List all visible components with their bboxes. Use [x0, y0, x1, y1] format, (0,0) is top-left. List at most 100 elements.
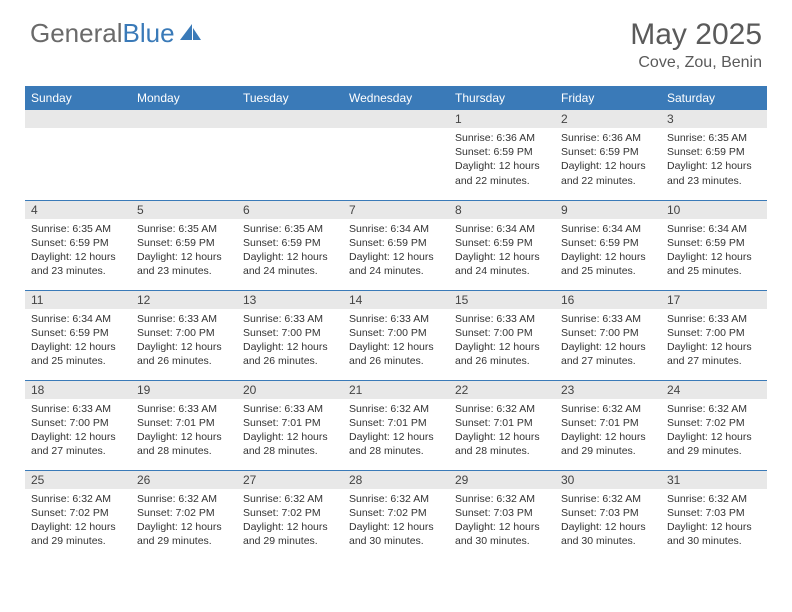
daylight-line: Daylight: 12 hours and 30 minutes.: [667, 520, 761, 548]
sunset-line: Sunset: 7:02 PM: [137, 506, 231, 520]
weekday-header: Sunday: [25, 86, 131, 110]
sunset-line: Sunset: 6:59 PM: [667, 145, 761, 159]
day-number-bar: 1: [449, 110, 555, 128]
calendar-day-cell: 26Sunrise: 6:32 AMSunset: 7:02 PMDayligh…: [131, 470, 237, 560]
daylight-line: Daylight: 12 hours and 27 minutes.: [561, 340, 655, 368]
sunrise-line: Sunrise: 6:33 AM: [243, 402, 337, 416]
day-number-bar: 9: [555, 201, 661, 219]
daylight-line: Daylight: 12 hours and 30 minutes.: [561, 520, 655, 548]
sunrise-line: Sunrise: 6:33 AM: [349, 312, 443, 326]
daylight-line: Daylight: 12 hours and 28 minutes.: [137, 430, 231, 458]
day-details: Sunrise: 6:32 AMSunset: 7:02 PMDaylight:…: [25, 489, 131, 553]
sunset-line: Sunset: 6:59 PM: [137, 236, 231, 250]
day-number-bar: 15: [449, 291, 555, 309]
calendar-day-cell: 20Sunrise: 6:33 AMSunset: 7:01 PMDayligh…: [237, 380, 343, 470]
calendar-day-cell: 3Sunrise: 6:35 AMSunset: 6:59 PMDaylight…: [661, 110, 767, 200]
calendar-table: SundayMondayTuesdayWednesdayThursdayFrid…: [25, 86, 767, 560]
day-number-bar: 3: [661, 110, 767, 128]
calendar-day-cell: 21Sunrise: 6:32 AMSunset: 7:01 PMDayligh…: [343, 380, 449, 470]
day-details: Sunrise: 6:33 AMSunset: 7:00 PMDaylight:…: [237, 309, 343, 373]
calendar-day-cell: 17Sunrise: 6:33 AMSunset: 7:00 PMDayligh…: [661, 290, 767, 380]
daylight-line: Daylight: 12 hours and 27 minutes.: [667, 340, 761, 368]
day-number-bar: 17: [661, 291, 767, 309]
day-details: Sunrise: 6:33 AMSunset: 7:01 PMDaylight:…: [131, 399, 237, 463]
day-details: Sunrise: 6:35 AMSunset: 6:59 PMDaylight:…: [661, 128, 767, 192]
sunset-line: Sunset: 6:59 PM: [31, 326, 125, 340]
sunset-line: Sunset: 7:02 PM: [31, 506, 125, 520]
sunrise-line: Sunrise: 6:33 AM: [455, 312, 549, 326]
sail-icon: [178, 22, 202, 47]
day-number-bar: 12: [131, 291, 237, 309]
weekday-header: Tuesday: [237, 86, 343, 110]
daylight-line: Daylight: 12 hours and 26 minutes.: [137, 340, 231, 368]
sunrise-line: Sunrise: 6:32 AM: [31, 492, 125, 506]
sunrise-line: Sunrise: 6:33 AM: [137, 312, 231, 326]
calendar-day-cell: 10Sunrise: 6:34 AMSunset: 6:59 PMDayligh…: [661, 200, 767, 290]
day-details: Sunrise: 6:34 AMSunset: 6:59 PMDaylight:…: [25, 309, 131, 373]
day-details: Sunrise: 6:35 AMSunset: 6:59 PMDaylight:…: [237, 219, 343, 283]
day-details: Sunrise: 6:32 AMSunset: 7:01 PMDaylight:…: [449, 399, 555, 463]
page-header: GeneralBlue May 2025 Cove, Zou, Benin: [0, 0, 792, 80]
day-number-bar: 31: [661, 471, 767, 489]
calendar-day-cell: [237, 110, 343, 200]
day-number-bar: 4: [25, 201, 131, 219]
calendar-day-cell: 8Sunrise: 6:34 AMSunset: 6:59 PMDaylight…: [449, 200, 555, 290]
weekday-header: Friday: [555, 86, 661, 110]
calendar-day-cell: [343, 110, 449, 200]
day-details: Sunrise: 6:33 AMSunset: 7:01 PMDaylight:…: [237, 399, 343, 463]
day-number-bar: 24: [661, 381, 767, 399]
daylight-line: Daylight: 12 hours and 30 minutes.: [455, 520, 549, 548]
sunset-line: Sunset: 7:03 PM: [455, 506, 549, 520]
calendar-day-cell: 2Sunrise: 6:36 AMSunset: 6:59 PMDaylight…: [555, 110, 661, 200]
day-number-bar-empty: [343, 110, 449, 128]
day-number-bar: 13: [237, 291, 343, 309]
sunrise-line: Sunrise: 6:34 AM: [561, 222, 655, 236]
month-title: May 2025: [630, 18, 762, 52]
day-number-bar: 20: [237, 381, 343, 399]
sunset-line: Sunset: 6:59 PM: [31, 236, 125, 250]
calendar-day-cell: 14Sunrise: 6:33 AMSunset: 7:00 PMDayligh…: [343, 290, 449, 380]
daylight-line: Daylight: 12 hours and 29 minutes.: [137, 520, 231, 548]
sunset-line: Sunset: 6:59 PM: [455, 145, 549, 159]
sunset-line: Sunset: 7:00 PM: [243, 326, 337, 340]
day-details: Sunrise: 6:34 AMSunset: 6:59 PMDaylight:…: [449, 219, 555, 283]
day-details: Sunrise: 6:32 AMSunset: 7:02 PMDaylight:…: [661, 399, 767, 463]
sunset-line: Sunset: 7:00 PM: [31, 416, 125, 430]
day-details: Sunrise: 6:36 AMSunset: 6:59 PMDaylight:…: [449, 128, 555, 192]
calendar-day-cell: 19Sunrise: 6:33 AMSunset: 7:01 PMDayligh…: [131, 380, 237, 470]
day-number-bar: 14: [343, 291, 449, 309]
sunset-line: Sunset: 7:00 PM: [137, 326, 231, 340]
daylight-line: Daylight: 12 hours and 25 minutes.: [667, 250, 761, 278]
logo-word-1: General: [30, 18, 123, 48]
day-number-bar-empty: [25, 110, 131, 128]
sunrise-line: Sunrise: 6:34 AM: [455, 222, 549, 236]
sunrise-line: Sunrise: 6:34 AM: [667, 222, 761, 236]
title-block: May 2025 Cove, Zou, Benin: [630, 18, 762, 72]
calendar-day-cell: 18Sunrise: 6:33 AMSunset: 7:00 PMDayligh…: [25, 380, 131, 470]
daylight-line: Daylight: 12 hours and 26 minutes.: [349, 340, 443, 368]
sunrise-line: Sunrise: 6:33 AM: [243, 312, 337, 326]
day-details: Sunrise: 6:33 AMSunset: 7:00 PMDaylight:…: [25, 399, 131, 463]
sunrise-line: Sunrise: 6:34 AM: [349, 222, 443, 236]
calendar-day-cell: [25, 110, 131, 200]
daylight-line: Daylight: 12 hours and 29 minutes.: [31, 520, 125, 548]
daylight-line: Daylight: 12 hours and 27 minutes.: [31, 430, 125, 458]
day-number-bar-empty: [131, 110, 237, 128]
calendar-week-row: 25Sunrise: 6:32 AMSunset: 7:02 PMDayligh…: [25, 470, 767, 560]
day-number-bar: 27: [237, 471, 343, 489]
calendar-day-cell: 22Sunrise: 6:32 AMSunset: 7:01 PMDayligh…: [449, 380, 555, 470]
sunset-line: Sunset: 6:59 PM: [561, 145, 655, 159]
logo-word-2: Blue: [123, 18, 175, 48]
day-number-bar: 7: [343, 201, 449, 219]
weekday-header: Thursday: [449, 86, 555, 110]
day-details: Sunrise: 6:32 AMSunset: 7:01 PMDaylight:…: [343, 399, 449, 463]
location-subtitle: Cove, Zou, Benin: [630, 54, 762, 72]
weekday-header: Monday: [131, 86, 237, 110]
calendar-day-cell: 5Sunrise: 6:35 AMSunset: 6:59 PMDaylight…: [131, 200, 237, 290]
sunrise-line: Sunrise: 6:35 AM: [137, 222, 231, 236]
day-number-bar: 26: [131, 471, 237, 489]
sunrise-line: Sunrise: 6:34 AM: [31, 312, 125, 326]
sunset-line: Sunset: 7:02 PM: [349, 506, 443, 520]
sunrise-line: Sunrise: 6:32 AM: [349, 492, 443, 506]
calendar-day-cell: 27Sunrise: 6:32 AMSunset: 7:02 PMDayligh…: [237, 470, 343, 560]
